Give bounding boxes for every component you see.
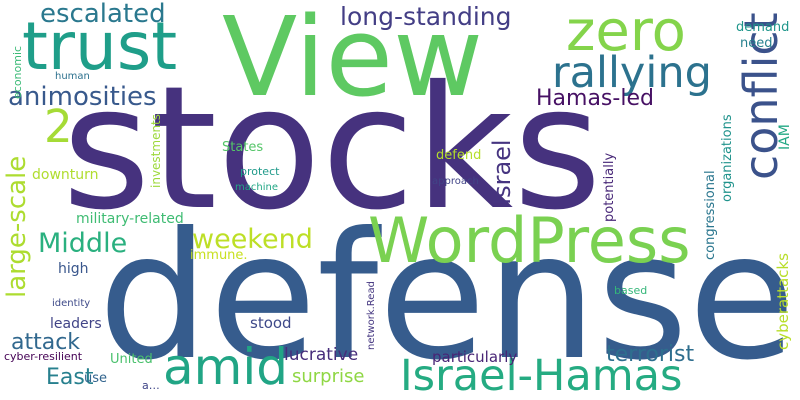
word: military-related <box>76 211 184 227</box>
word: based <box>614 284 648 297</box>
word: Israel <box>488 139 516 205</box>
word: defend <box>436 148 482 163</box>
word: weekend <box>192 224 313 255</box>
word: States <box>222 140 264 155</box>
word: high <box>58 261 89 277</box>
word: lucrative <box>284 345 359 365</box>
word: rallying <box>552 48 712 98</box>
word: terrorist <box>606 342 695 367</box>
word: a… <box>142 379 160 392</box>
word: congressional <box>703 170 718 260</box>
word: approach <box>432 176 479 187</box>
word: WordPress <box>368 204 691 277</box>
word: Hamas-led <box>536 86 654 111</box>
word: cyber-resilient <box>4 350 83 363</box>
word: investments <box>149 113 163 188</box>
word: zero <box>566 0 686 64</box>
word: 2 <box>44 100 73 153</box>
word: network.Read <box>366 281 377 350</box>
word: IAM <box>777 124 793 150</box>
word: trust <box>22 8 178 85</box>
word: animosities <box>8 82 157 112</box>
word: demand <box>736 20 790 35</box>
word: particularly <box>432 348 518 366</box>
word: need <box>740 36 773 51</box>
word: protect <box>240 165 280 178</box>
word: organizations <box>720 114 735 202</box>
word: potentially <box>602 152 617 222</box>
word: attack <box>11 330 81 355</box>
word: identity <box>52 298 91 309</box>
word: large-scale <box>2 155 32 298</box>
word: downturn <box>32 167 99 183</box>
word: machine <box>235 182 278 193</box>
word: cyberattacks <box>774 253 792 350</box>
word: Middle <box>38 228 128 259</box>
word: use <box>84 371 108 386</box>
word: View <box>222 0 484 121</box>
word: defense <box>98 196 796 399</box>
word: stocks <box>62 50 602 248</box>
word: escalated <box>40 0 166 29</box>
word: human <box>55 71 90 82</box>
word: long-standing <box>340 2 512 31</box>
word: Israel-Hamas <box>400 351 683 400</box>
word: East <box>46 365 94 390</box>
word: surprise <box>292 366 365 387</box>
word: stood <box>250 314 292 332</box>
word: immune. <box>190 248 248 263</box>
word: economic <box>11 45 24 99</box>
word: United <box>110 352 153 367</box>
word: leaders <box>50 316 102 332</box>
word: amid <box>163 338 288 396</box>
